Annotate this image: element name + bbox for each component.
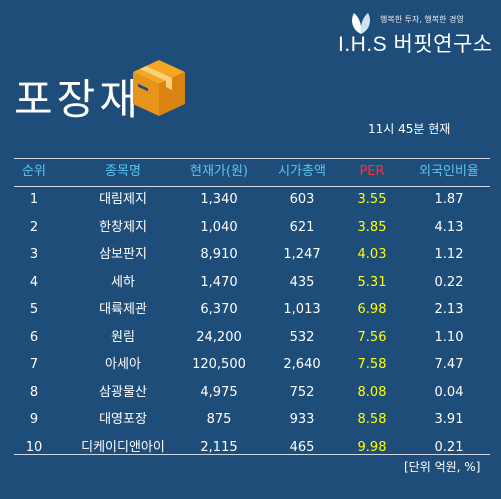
rank: 3 <box>29 247 39 262</box>
rank: 8 <box>29 384 39 400</box>
column-header: 시가총액 <box>278 164 326 179</box>
timestamp: 11시 45분 현재 <box>368 122 451 136</box>
name: 원림 <box>111 329 135 345</box>
per: 5.31 <box>357 274 387 290</box>
table-row: 9 대영포장 875 933 8.58 3.91 <box>14 407 490 433</box>
name: 삼광물산 <box>99 384 147 400</box>
brand: I.H.S 버핏연구소 <box>338 33 493 56</box>
rule <box>14 186 490 187</box>
column-header: 현재가(원) <box>190 164 248 179</box>
foreign-ratio: 0.22 <box>434 274 464 290</box>
foreign-ratio: 3.91 <box>434 412 464 427</box>
rank: 1 <box>29 192 39 207</box>
name: 대림제지 <box>99 192 147 207</box>
table-row: 7 아세아 120,500 2,640 7.58 7.47 <box>14 352 490 378</box>
per: 7.56 <box>357 329 387 345</box>
name: 디케이디앤아이 <box>81 439 165 455</box>
market-cap: 1,013 <box>283 302 321 317</box>
slogan: 행복한 투자, 행복한 경영 <box>380 15 464 24</box>
foreign-ratio: 7.47 <box>434 357 464 372</box>
name: 대영포장 <box>99 412 147 427</box>
name: 아세아 <box>105 357 141 372</box>
table-row: 6 원림 24,200 532 7.56 1.10 <box>14 325 490 351</box>
unit-note: [단위 억원, %] <box>404 460 481 474</box>
market-cap: 603 <box>289 192 315 207</box>
column-header: 외국인비율 <box>419 164 479 179</box>
market-cap: 435 <box>289 274 315 290</box>
price: 1,470 <box>200 274 238 290</box>
table-row: 10 디케이디앤아이 2,115 465 9.98 0.21 <box>14 435 490 461</box>
foreign-ratio: 1.10 <box>434 329 464 345</box>
foreign-ratio: 0.04 <box>434 384 464 400</box>
per: 4.03 <box>357 247 387 262</box>
rank: 6 <box>29 329 39 345</box>
foreign-ratio: 1.87 <box>434 192 464 207</box>
price: 4,975 <box>200 384 238 400</box>
column-header: 종목명 <box>105 164 141 179</box>
rank: 10 <box>25 439 43 455</box>
per: 8.58 <box>357 412 387 427</box>
name: 삼보판지 <box>99 247 147 262</box>
name: 한창제지 <box>99 219 147 235</box>
rule <box>14 158 490 159</box>
market-cap: 2,640 <box>283 357 321 372</box>
rank: 7 <box>29 357 39 372</box>
price: 2,115 <box>200 439 238 455</box>
foreign-ratio: 0.21 <box>434 439 464 455</box>
foreign-ratio: 2.13 <box>434 302 464 317</box>
name: 대륙제관 <box>99 302 147 317</box>
per: 3.85 <box>357 219 387 235</box>
column-header: 순위 <box>22 164 46 179</box>
table-row: 3 삼보판지 8,910 1,247 4.03 1.12 <box>14 242 490 268</box>
market-cap: 532 <box>289 329 315 345</box>
market-cap: 1,247 <box>283 247 321 262</box>
per: 3.55 <box>357 192 387 207</box>
name: 세하 <box>111 274 135 290</box>
rule <box>14 454 490 455</box>
price: 8,910 <box>200 247 238 262</box>
price: 120,500 <box>192 357 246 372</box>
logo-leaf <box>352 13 370 34</box>
price: 875 <box>206 412 232 427</box>
table-row: 2 한창제지 1,040 621 3.85 4.13 <box>14 215 490 241</box>
per: 9.98 <box>357 439 387 455</box>
table-row: 8 삼광물산 4,975 752 8.08 0.04 <box>14 380 490 406</box>
column-header: PER <box>359 164 385 179</box>
rank: 4 <box>29 274 39 290</box>
market-cap: 621 <box>289 219 315 235</box>
price: 24,200 <box>196 329 242 345</box>
rank: 9 <box>29 412 39 427</box>
foreign-ratio: 4.13 <box>434 219 464 235</box>
price: 6,370 <box>200 302 238 317</box>
market-cap: 752 <box>289 384 315 400</box>
title: 포장재 <box>14 75 142 124</box>
per: 7.58 <box>357 357 387 372</box>
box-icon <box>133 60 185 116</box>
price: 1,340 <box>200 192 238 207</box>
rank: 2 <box>29 219 39 235</box>
per: 8.08 <box>357 384 387 400</box>
rank: 5 <box>29 302 39 317</box>
market-cap: 465 <box>289 439 315 455</box>
price: 1,040 <box>200 219 238 235</box>
table-row: 1 대림제지 1,340 603 3.55 1.87 <box>14 187 490 213</box>
market-cap: 933 <box>289 412 315 427</box>
foreign-ratio: 1.12 <box>434 247 464 262</box>
header-row: 순위 종목명 현재가(원) 시가총액 PER 외국인비율 <box>14 159 490 185</box>
table-row: 4 세하 1,470 435 5.31 0.22 <box>14 270 490 296</box>
per: 6.98 <box>357 302 387 317</box>
table-row: 5 대륙제관 6,370 1,013 6.98 2.13 <box>14 297 490 323</box>
